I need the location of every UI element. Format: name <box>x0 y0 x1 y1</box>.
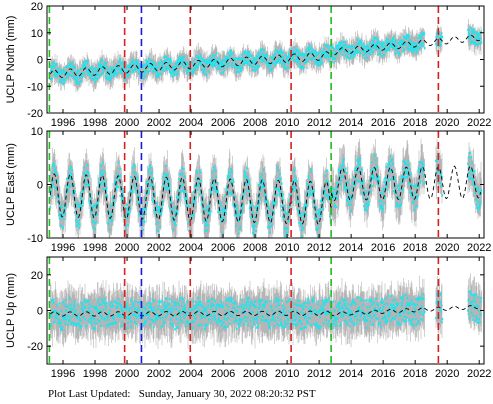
x-tick-label: 2018 <box>403 368 427 380</box>
panel-north: 1996 1998 2000 2002 2004 2006 2008 2010 2012 2014… <box>5 1 491 129</box>
y-axis-title: UCLP North (mm) <box>5 16 17 104</box>
x-tick-label: 1996 <box>51 117 75 129</box>
trend-line-1 <box>330 165 482 210</box>
x-tick-label: 2022 <box>467 117 491 129</box>
y-tick-label: 0 <box>37 55 43 67</box>
y-tick-label: 20 <box>31 1 43 13</box>
y-tick-label: -20 <box>27 341 43 353</box>
y-tick-label: 0 <box>37 306 43 318</box>
x-tick-label: 2018 <box>403 117 427 129</box>
x-tick-label: 2014 <box>339 242 363 254</box>
x-tick-label: 2012 <box>307 117 331 129</box>
x-tick-label: 2012 <box>307 242 331 254</box>
x-tick-label: 2004 <box>179 117 203 129</box>
x-tick-label: 1998 <box>83 117 107 129</box>
x-tick-label: 2000 <box>115 117 139 129</box>
x-tick-label: 2006 <box>211 242 235 254</box>
y-axis-title: UCLP East (mm) <box>5 143 17 226</box>
x-tick-label: 2010 <box>275 117 299 129</box>
x-tick-label: 2006 <box>211 368 235 380</box>
x-tick-label: 2016 <box>371 242 395 254</box>
plot-area <box>48 6 483 113</box>
x-tick-label: 1998 <box>83 368 107 380</box>
x-tick-label: 2020 <box>435 368 459 380</box>
x-tick-label: 2002 <box>147 242 171 254</box>
y-tick-label: 0 <box>37 180 43 192</box>
x-tick-label: 2008 <box>243 117 267 129</box>
data-points <box>49 290 483 331</box>
trend-line-1 <box>330 34 481 57</box>
x-tick-label: 1998 <box>83 242 107 254</box>
trend-line-0 <box>49 51 332 78</box>
x-tick-label: 2016 <box>371 117 395 129</box>
y-tick-label: 20 <box>31 270 43 282</box>
x-tick-label: 1996 <box>51 368 75 380</box>
y-tick-label: 10 <box>31 126 43 138</box>
x-tick-label: 2002 <box>147 117 171 129</box>
x-tick-label: 2002 <box>147 368 171 380</box>
x-tick-label: 2004 <box>179 368 203 380</box>
x-tick-label: 2020 <box>435 242 459 254</box>
x-tick-label: 2018 <box>403 242 427 254</box>
trend-line-1 <box>330 305 481 317</box>
y-axis-title: UCLP Up (mm) <box>5 273 17 348</box>
x-tick-label: 2016 <box>371 368 395 380</box>
x-tick-label: 2014 <box>339 368 363 380</box>
plot-area <box>48 257 483 364</box>
x-tick-label: 2022 <box>467 368 491 380</box>
x-tick-label: 1996 <box>51 242 75 254</box>
y-tick-label: -20 <box>27 108 43 120</box>
x-tick-label: 2008 <box>243 368 267 380</box>
x-tick-label: 2000 <box>115 242 139 254</box>
x-tick-label: 2010 <box>275 242 299 254</box>
panel-up: 1996 1998 2000 2002 2004 2006 2008 2010 2012 2014… <box>5 256 491 380</box>
y-tick-label: 10 <box>31 28 43 40</box>
x-tick-label: 2010 <box>275 368 299 380</box>
x-tick-label: 2020 <box>435 117 459 129</box>
plot-updated-footer: Plot Last Updated: Sunday, January 30, 2… <box>48 388 316 400</box>
plot-area <box>48 131 483 238</box>
panel-east: 1996 1998 2000 2002 2004 2006 2008 2010 2012 2014… <box>5 126 491 254</box>
x-tick-label: 2022 <box>467 242 491 254</box>
x-tick-label: 2008 <box>243 242 267 254</box>
y-tick-label: -10 <box>27 233 43 245</box>
x-tick-label: 2004 <box>179 242 203 254</box>
x-tick-label: 2012 <box>307 368 331 380</box>
x-tick-label: 2014 <box>339 117 363 129</box>
x-tick-label: 2006 <box>211 117 235 129</box>
y-tick-label: -10 <box>27 81 43 93</box>
x-tick-label: 2000 <box>115 368 139 380</box>
